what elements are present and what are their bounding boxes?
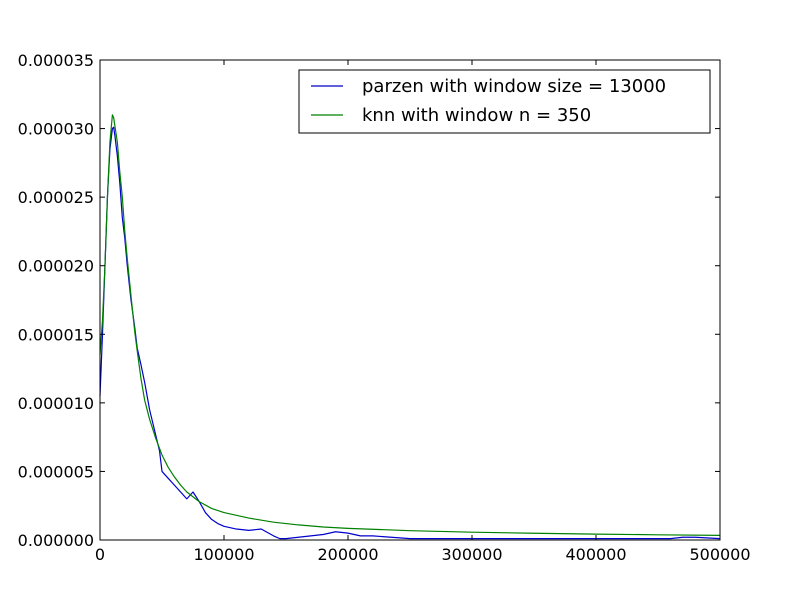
y-tick-label: 0.000030 [18,120,94,139]
y-tick-label: 0.000025 [18,188,94,207]
y-tick-label: 0.000020 [18,257,94,276]
y-tick-label: 0.000005 [18,462,94,481]
legend: parzen with window size = 13000 knn with… [298,69,711,134]
x-tick-label: 500000 [689,545,750,564]
x-axis: 0 100000 200000 300000 400000 500000 [95,60,751,564]
x-tick-label: 0 [95,545,105,564]
legend-label-knn: knn with window n = 350 [362,105,591,126]
x-tick-label: 100000 [193,545,254,564]
series-layer [99,114,721,540]
x-tick-label: 200000 [317,545,378,564]
legend-box [298,69,711,134]
legend-label-parzen: parzen with window size = 13000 [362,76,666,97]
x-tick-label: 300000 [441,545,502,564]
y-tick-label: 0.000015 [18,325,94,344]
x-tick-label: 400000 [565,545,626,564]
plot-frame [99,59,721,541]
series-line-0 [99,126,721,540]
y-tick-label: 0.000000 [18,531,94,550]
series-line-1 [99,114,721,536]
y-tick-label: 0.000035 [18,51,94,70]
y-tick-label: 0.000010 [18,394,94,413]
y-axis: 0.000000 0.000005 0.000010 0.000015 0.000020… [18,51,720,550]
